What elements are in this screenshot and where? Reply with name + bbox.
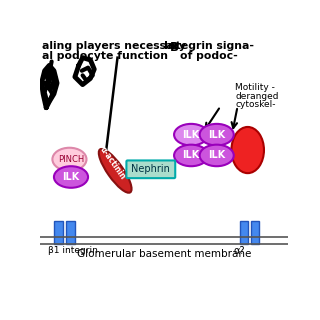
Ellipse shape bbox=[200, 145, 234, 166]
Text: ILK: ILK bbox=[182, 150, 200, 160]
Text: cytoskel-: cytoskel- bbox=[235, 100, 276, 109]
Text: α?: α? bbox=[234, 246, 245, 256]
Text: ILK: ILK bbox=[62, 172, 80, 182]
Text: B: B bbox=[169, 41, 179, 54]
Bar bbox=[251, 221, 259, 244]
Text: ILK: ILK bbox=[208, 150, 225, 160]
Text: Nephrin: Nephrin bbox=[132, 164, 170, 174]
Ellipse shape bbox=[54, 166, 88, 188]
Bar bbox=[54, 221, 63, 244]
Ellipse shape bbox=[99, 149, 132, 193]
Text: α-actinin: α-actinin bbox=[98, 145, 127, 181]
Text: al podocyte function: al podocyte function bbox=[42, 51, 168, 61]
Text: Glomerular basement membrane: Glomerular basement membrane bbox=[77, 249, 251, 260]
Text: Motility -: Motility - bbox=[235, 83, 275, 92]
Text: ILK: ILK bbox=[208, 130, 225, 140]
Ellipse shape bbox=[52, 148, 86, 171]
Text: PINCH: PINCH bbox=[58, 155, 84, 164]
Text: ILK: ILK bbox=[182, 130, 200, 140]
Text: β1 integrin: β1 integrin bbox=[48, 246, 98, 255]
Text: aling players necessary: aling players necessary bbox=[42, 41, 185, 51]
Ellipse shape bbox=[200, 124, 234, 145]
FancyBboxPatch shape bbox=[126, 160, 175, 178]
Text: deranged: deranged bbox=[235, 92, 279, 100]
Ellipse shape bbox=[174, 145, 208, 166]
Text: Integrin signa-: Integrin signa- bbox=[164, 41, 254, 51]
Text: of podoc-: of podoc- bbox=[180, 51, 238, 61]
Ellipse shape bbox=[174, 124, 208, 145]
Bar bbox=[240, 221, 248, 244]
Ellipse shape bbox=[231, 127, 264, 173]
Bar bbox=[66, 221, 75, 244]
